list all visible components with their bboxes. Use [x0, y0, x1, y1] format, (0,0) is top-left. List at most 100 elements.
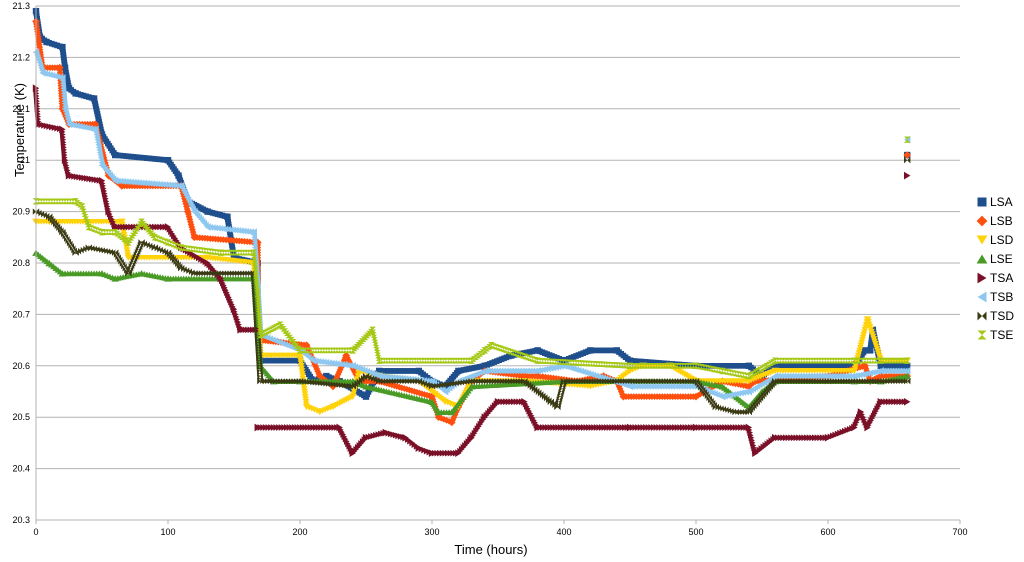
data-point	[857, 342, 865, 349]
data-point	[481, 413, 488, 422]
data-point	[867, 357, 874, 364]
data-point	[824, 433, 832, 442]
data-point	[296, 378, 304, 385]
data-point	[848, 357, 855, 364]
data-point	[877, 367, 884, 375]
data-point	[313, 365, 321, 373]
data-point	[209, 224, 216, 231]
data-point	[112, 228, 119, 236]
data-point	[716, 367, 723, 374]
legend-item-tsd: TSD	[977, 309, 1014, 323]
data-point	[109, 229, 116, 235]
data-point	[473, 354, 479, 361]
data-point	[268, 326, 275, 333]
data-point	[315, 408, 324, 416]
data-point	[468, 433, 475, 442]
data-point	[447, 408, 456, 416]
legend-marker	[977, 311, 987, 321]
data-point	[125, 270, 132, 277]
data-point	[340, 356, 348, 364]
data-point	[545, 365, 551, 373]
data-point	[116, 256, 123, 263]
data-point	[191, 270, 198, 277]
data-point	[870, 369, 876, 376]
data-point	[747, 407, 754, 413]
data-point	[754, 399, 760, 406]
data-point	[859, 334, 867, 341]
data-point	[475, 352, 481, 359]
data-point	[855, 352, 862, 359]
data-point	[362, 393, 370, 400]
data-point	[447, 418, 456, 427]
data-point	[245, 228, 252, 235]
data-point	[877, 397, 884, 406]
data-point	[856, 371, 863, 379]
data-point	[442, 387, 449, 396]
data-point	[124, 254, 133, 262]
data-point	[144, 179, 150, 187]
data-point	[362, 372, 370, 380]
data-point	[72, 249, 79, 256]
legend-label: LSB	[990, 214, 1013, 228]
data-point	[253, 280, 260, 287]
data-point	[852, 363, 860, 369]
data-point	[159, 181, 166, 188]
data-point	[559, 383, 566, 390]
data-point	[186, 245, 192, 252]
data-point	[314, 367, 322, 375]
data-point	[154, 180, 161, 188]
data-point	[547, 358, 554, 365]
data-point	[376, 378, 383, 385]
data-point	[745, 423, 752, 432]
data-point	[119, 234, 125, 241]
data-point	[164, 275, 172, 282]
data-point	[178, 182, 185, 190]
data-point	[857, 408, 865, 416]
data-point	[694, 380, 701, 387]
data-point	[344, 361, 351, 369]
data-point	[128, 263, 135, 269]
data-point	[225, 225, 231, 233]
data-point	[217, 249, 224, 256]
data-point	[824, 378, 832, 385]
data-point	[827, 357, 834, 364]
data-point	[690, 363, 697, 369]
data-point	[349, 361, 356, 370]
data-point	[47, 71, 53, 79]
data-point	[101, 229, 108, 235]
data-point	[98, 270, 106, 277]
data-point	[855, 350, 863, 356]
data-point	[342, 351, 351, 360]
data-point	[138, 179, 145, 187]
data-point	[877, 362, 884, 369]
data-point	[752, 401, 759, 408]
data-point	[629, 363, 636, 369]
x-tick-labels: 0 100 200 300 400 500 600 700	[33, 527, 967, 537]
data-point	[381, 373, 388, 380]
legend-marker	[976, 215, 988, 227]
data-point	[112, 151, 119, 159]
data-point	[351, 386, 359, 392]
data-point	[488, 342, 495, 349]
x-tick-label: 200	[292, 527, 307, 537]
data-point	[72, 90, 79, 97]
data-point	[376, 372, 383, 380]
data-point	[534, 357, 541, 364]
data-point	[386, 373, 393, 381]
data-point	[557, 391, 564, 397]
data-point	[151, 234, 158, 241]
data-point	[122, 265, 129, 272]
data-point	[230, 305, 238, 314]
data-point	[718, 383, 727, 390]
data-point	[240, 227, 247, 235]
data-point	[626, 423, 634, 432]
data-point	[545, 397, 552, 403]
data-point	[759, 393, 765, 400]
data-point	[52, 72, 58, 80]
data-point	[560, 378, 568, 385]
data-point	[56, 225, 62, 232]
data-point	[870, 357, 876, 364]
data-point	[349, 449, 356, 458]
data-point	[117, 218, 126, 226]
series-tse	[32, 136, 911, 380]
